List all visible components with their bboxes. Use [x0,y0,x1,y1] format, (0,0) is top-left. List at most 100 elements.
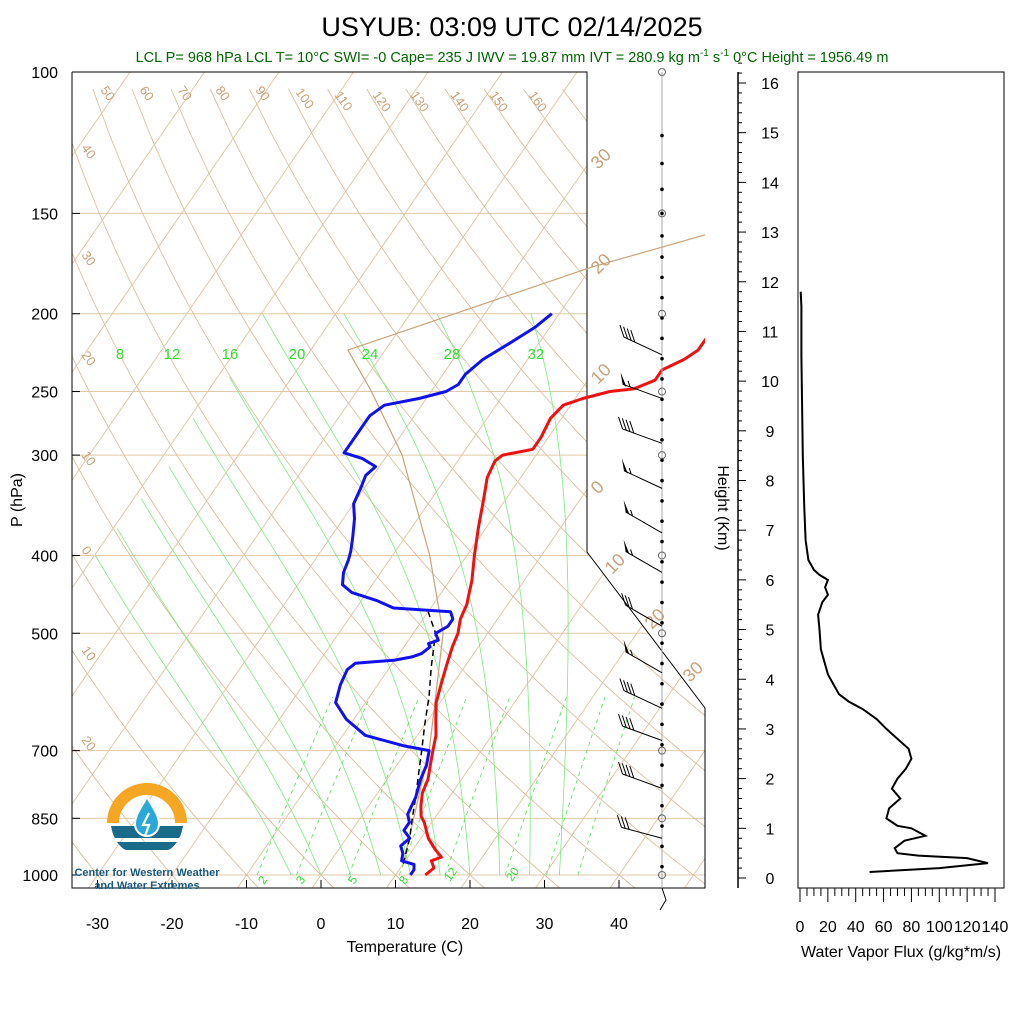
wind-barb-staff [625,651,663,674]
height-tick-label: 7 [766,523,775,540]
temperature-axis: -30 -20 -10 0 10 20 30 40 [86,880,628,933]
wind-barb-flag [624,595,630,608]
isotherm-line [85,72,652,888]
height-tick-label: 0 [766,871,775,888]
dry-adiabat-line [640,88,705,888]
dry-adiabat-label: 20 [79,348,100,368]
cw3e-logo: Center for Western Weather and Water Ext… [74,783,220,892]
wind-barb-flag [621,763,627,776]
wind-level-dot [660,560,664,564]
dry-adiabat-label: 30 [79,248,100,268]
wind-level-dot [660,742,664,747]
moist-adiabat-label: 30 [679,658,707,686]
wind-level-circle [658,387,666,396]
dry-adiabat-line [444,88,705,888]
moist-adiabat-line [192,418,411,876]
height-axis-label: Height (Km) [714,465,731,550]
dry-adiabat-line [72,88,263,888]
height-tick-label: 6 [766,573,775,590]
wind-level-dot [660,275,664,280]
wind-level-dot [660,187,664,192]
wind-level-circle [658,209,666,218]
flux-axis: 0 20 40 60 80 100 120 140 [796,888,1008,936]
wind-barb-flag [624,817,630,830]
y-axis-label: P (hPa) [9,473,26,527]
wind-barb-flag [629,420,635,434]
wind-barb-pennant [623,499,630,515]
moist-adiabat-line [229,377,441,876]
moist-adiabat-label: 10 [601,550,629,578]
dry-adiabat-line [72,88,339,888]
mixing-ratio-label-top: 20 [289,346,306,363]
dry-adiabat-line [366,88,705,888]
moist-adiabat-line [94,555,292,876]
flux-tick-label: 20 [819,919,837,936]
wind-barb [621,593,663,627]
dry-adiabat-line [131,88,705,888]
wind-barb-flag [625,716,631,730]
dry-adiabat-label: 100 [293,85,318,111]
wind-barb-flag [623,326,629,339]
wind-level-dot [660,722,664,727]
wind-barb-pennant [623,639,630,655]
height-tick-label: 15 [761,126,779,143]
dry-adiabat-label: 80 [213,83,234,103]
wind-barb-flag [629,718,635,731]
wind-barb-flag [630,329,636,343]
mixing-ratio-label-top: 12 [164,346,181,363]
wind-barb [619,324,663,356]
pressure-tick-label: 250 [31,385,58,402]
height-tick-label: 9 [766,424,775,441]
wind-barb [618,761,663,789]
height-tick-label: 5 [766,623,775,640]
moist-adiabat-line [141,498,352,876]
mixing-ratio-label-top: 28 [444,346,461,363]
wind-level-dot [660,844,664,849]
dry-adiabat-line [248,88,705,888]
moist-adiabat-label: 0 [587,477,608,498]
dry-adiabat-label: 70 [175,83,196,103]
wind-barb-flag [626,681,632,695]
wind-level-dot [660,161,664,166]
subtitle-sup-2: -1 [720,48,729,59]
flux-tick-label: 120 [954,919,981,936]
chart-subtitle: LCL P= 968 hPa LCL T= 10°C SWI= -0 Cape=… [136,48,889,66]
wind-level-dot [660,621,664,625]
wind-barb-flag [616,815,622,828]
mixing-ratio-line [504,696,567,876]
flux-tick-label: 40 [847,919,865,936]
dry-adiabat-label: 160 [526,88,551,114]
wind-barb [620,372,663,399]
wind-barb-staff [623,336,663,356]
wind-barb-flag [630,683,636,696]
logo-sun-arc [107,783,187,824]
wind-level-dot [660,377,664,381]
height-tick-label: 12 [761,275,779,292]
dry-adiabat-label: 20 [79,733,100,753]
mixing-ratio-line [444,696,511,876]
wind-barb-staff [625,511,663,534]
isotherm-line [72,72,280,888]
moist-adiabat-line [343,313,501,876]
isotherm-line [72,72,354,888]
background-lines [72,72,705,888]
wind-level-dot [660,417,664,422]
height-tick-label: 13 [761,225,779,242]
isotherm-line [457,72,705,888]
wind-barb [618,416,663,444]
dry-adiabat-label: 90 [253,83,274,103]
moist-adiabat-line [262,313,471,876]
pressure-tick-label: 700 [31,744,58,761]
wind-level-dot [660,864,664,869]
wind-barb-staff [625,551,663,573]
flux-tick-label: 0 [796,919,805,936]
moist-adiabat-line [116,528,322,876]
height-tick-label: 16 [761,76,779,93]
isotherm-line [383,72,705,888]
subtitle-part-3: s [709,50,720,66]
wind-level-circle [658,814,666,823]
temperature-tick-label: -20 [160,916,183,933]
temperature-profile-line [419,337,705,877]
